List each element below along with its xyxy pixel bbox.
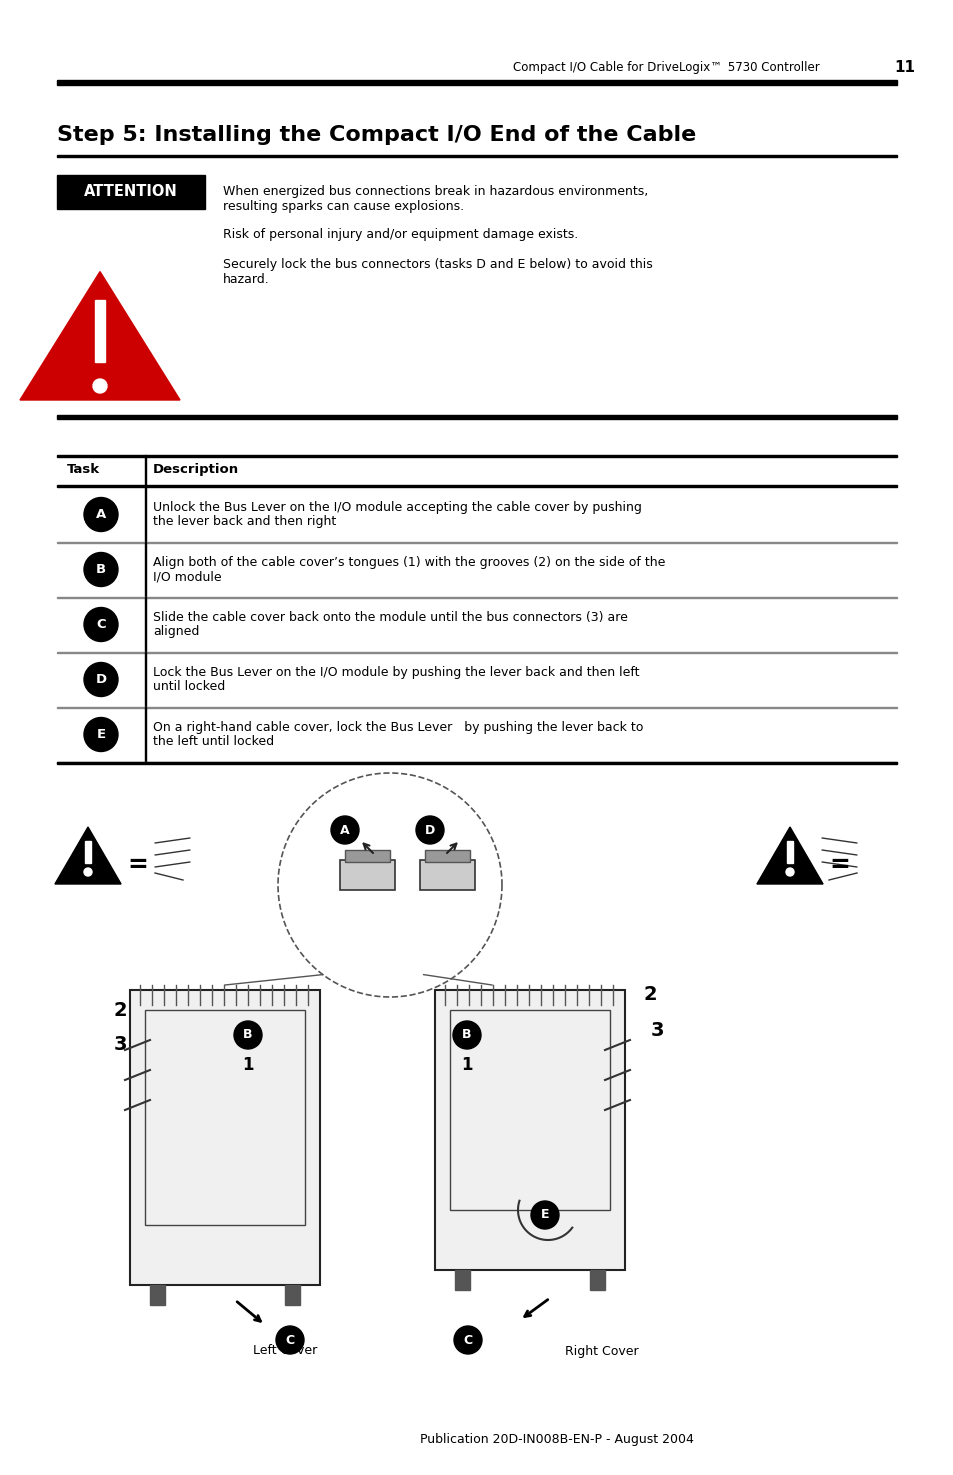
Circle shape (92, 379, 107, 392)
Circle shape (84, 662, 118, 696)
Text: 2: 2 (113, 1000, 127, 1019)
Text: D: D (95, 673, 107, 686)
Polygon shape (20, 271, 180, 400)
Circle shape (233, 1021, 262, 1049)
Circle shape (331, 816, 358, 844)
Text: 3: 3 (650, 1021, 663, 1040)
Bar (455, 1270, 470, 1291)
Bar (424, 850, 470, 861)
Text: Task: Task (67, 463, 100, 476)
Text: Lock the Bus Lever on the I/O module by pushing the lever back and then left: Lock the Bus Lever on the I/O module by … (152, 667, 639, 678)
Text: resulting sparks can cause explosions.: resulting sparks can cause explosions. (223, 201, 464, 212)
Text: Unlock the Bus Lever on the I/O module accepting the cable cover by pushing: Unlock the Bus Lever on the I/O module a… (152, 502, 641, 513)
Circle shape (275, 1326, 304, 1354)
Text: 3: 3 (113, 1035, 127, 1055)
Bar (130, 990, 319, 1285)
Bar (145, 454, 147, 485)
Text: Slide the cable cover back onto the module until the bus connectors (3) are: Slide the cable cover back onto the modu… (152, 611, 627, 624)
Bar (589, 1270, 604, 1291)
Text: ATTENTION: ATTENTION (84, 184, 177, 199)
Circle shape (416, 816, 443, 844)
Circle shape (453, 1021, 480, 1049)
Text: On a right-hand cable cover, lock the Bus Lever   by pushing the lever back to: On a right-hand cable cover, lock the Bu… (152, 721, 642, 735)
Circle shape (84, 717, 118, 751)
Bar (145, 597, 147, 652)
Bar (150, 1285, 165, 1305)
Text: A: A (340, 823, 350, 836)
Text: D: D (424, 823, 435, 836)
Bar (57, 80, 896, 86)
Circle shape (531, 1201, 558, 1229)
Bar (57, 485, 896, 487)
Text: 1: 1 (242, 1056, 253, 1074)
Text: =: = (829, 853, 849, 878)
Text: When energized bus connections break in hazardous environments,: When energized bus connections break in … (223, 184, 648, 198)
Text: Securely lock the bus connectors (tasks D and E below) to avoid this: Securely lock the bus connectors (tasks … (223, 258, 652, 271)
Text: C: C (285, 1333, 294, 1347)
Bar (145, 541, 147, 597)
Text: Description: Description (152, 463, 239, 476)
Text: the left until locked: the left until locked (152, 735, 274, 748)
Bar (435, 990, 624, 1270)
Bar (85, 841, 91, 863)
Text: until locked: until locked (152, 680, 225, 693)
Text: 1: 1 (460, 1056, 473, 1074)
Text: A: A (95, 507, 106, 521)
Circle shape (84, 608, 118, 642)
Bar (450, 1010, 609, 1210)
Bar (145, 652, 147, 707)
Circle shape (84, 867, 91, 876)
Text: =: = (128, 853, 149, 878)
Circle shape (84, 497, 118, 531)
Bar (57, 155, 896, 156)
Text: C: C (463, 1333, 472, 1347)
Bar (419, 860, 475, 889)
Bar (145, 1010, 305, 1226)
Text: C: C (96, 618, 106, 631)
Bar (786, 841, 792, 863)
Bar (145, 487, 147, 541)
Text: Compact I/O Cable for DriveLogix™ 5730 Controller: Compact I/O Cable for DriveLogix™ 5730 C… (513, 62, 820, 75)
Text: 2: 2 (642, 985, 656, 1004)
Polygon shape (55, 827, 121, 884)
Text: B: B (96, 563, 106, 577)
Bar (57, 763, 896, 764)
Text: aligned: aligned (152, 625, 199, 639)
Text: B: B (243, 1028, 253, 1041)
Text: Left Cover: Left Cover (253, 1345, 316, 1357)
Polygon shape (756, 827, 822, 884)
Text: Publication 20D-IN008B-EN-P - August 2004: Publication 20D-IN008B-EN-P - August 200… (419, 1434, 693, 1447)
Text: Align both of the cable cover’s tongues (1) with the grooves (2) on the side of : Align both of the cable cover’s tongues … (152, 556, 664, 569)
Text: E: E (540, 1208, 549, 1221)
Text: B: B (462, 1028, 471, 1041)
Text: Right Cover: Right Cover (564, 1345, 638, 1357)
Bar (95, 299, 105, 361)
Circle shape (454, 1326, 481, 1354)
Bar (57, 454, 896, 456)
Bar (145, 707, 147, 763)
Bar (285, 1285, 299, 1305)
Text: Risk of personal injury and/or equipment damage exists.: Risk of personal injury and/or equipment… (223, 229, 578, 240)
Bar (339, 860, 395, 889)
Text: hazard.: hazard. (223, 273, 270, 286)
Text: the lever back and then right: the lever back and then right (152, 515, 335, 528)
Text: I/O module: I/O module (152, 569, 221, 583)
Circle shape (84, 553, 118, 587)
Bar (57, 176, 205, 209)
Bar (57, 414, 896, 419)
Text: 11: 11 (894, 60, 915, 75)
Text: E: E (96, 729, 106, 740)
Text: Step 5: Installing the Compact I/O End of the Cable: Step 5: Installing the Compact I/O End o… (57, 125, 696, 145)
Bar (345, 850, 390, 861)
Circle shape (785, 867, 793, 876)
